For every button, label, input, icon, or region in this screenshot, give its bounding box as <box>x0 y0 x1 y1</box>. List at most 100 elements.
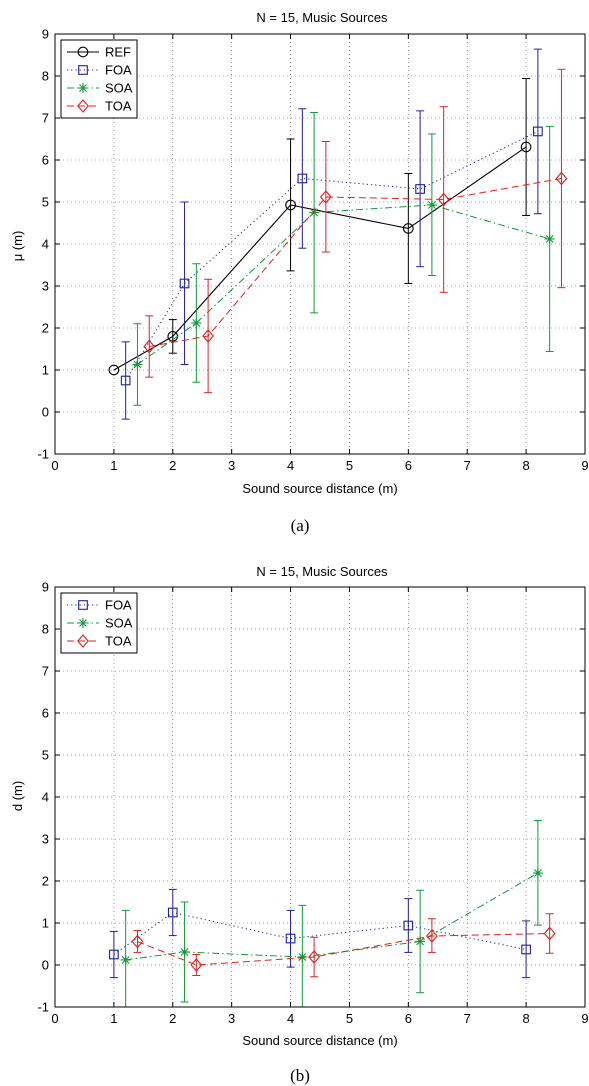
legend-marker <box>77 634 89 648</box>
data-point <box>520 141 532 153</box>
y-tick-label: 7 <box>42 111 49 126</box>
legend-marker <box>78 83 88 93</box>
legend-marker <box>77 46 89 58</box>
x-tick-label: 0 <box>51 458 58 473</box>
x-axis-label: Sound source distance (m) <box>242 1033 397 1048</box>
x-tick-label: 2 <box>169 458 176 473</box>
data-point <box>120 375 131 386</box>
data-point <box>533 126 543 137</box>
data-point <box>131 934 144 949</box>
x-tick-label: 7 <box>464 1011 471 1026</box>
data-point <box>555 171 568 186</box>
y-tick-label: 2 <box>42 874 49 889</box>
y-tick-label: 8 <box>42 622 49 637</box>
chart-title: N = 15, Music Sources <box>256 564 388 579</box>
data-point <box>297 952 308 963</box>
figure-caption: (a) <box>291 516 310 535</box>
x-tick-label: 2 <box>169 1011 176 1026</box>
data-point <box>437 192 450 207</box>
data-point <box>109 949 119 960</box>
y-tick-label: 9 <box>42 27 49 42</box>
data-point <box>532 868 543 879</box>
series-toa <box>131 913 556 978</box>
y-tick-label: 3 <box>42 832 49 847</box>
legend-label: FOA <box>105 63 132 78</box>
y-tick-label: -1 <box>37 447 49 462</box>
data-point <box>179 946 190 957</box>
series-foa <box>120 48 543 420</box>
x-tick-label: 4 <box>287 1011 294 1026</box>
legend: REF FOA SOA TOA <box>60 39 138 119</box>
data-point <box>120 954 131 965</box>
legend-marker <box>78 65 88 75</box>
series-soa <box>132 112 555 406</box>
chart-panel-a: N = 15, Music Sources Sound source dista… <box>10 10 589 535</box>
y-tick-label: 4 <box>42 237 49 252</box>
x-tick-label: 5 <box>346 458 353 473</box>
y-axis-label: μ (m) <box>10 231 25 262</box>
x-tick-label: 3 <box>228 1011 235 1026</box>
y-tick-label: 6 <box>42 706 49 721</box>
figure-caption: (b) <box>290 1066 310 1085</box>
data-point <box>319 190 332 204</box>
data-point <box>403 920 414 931</box>
chart-panel-b: N = 15, Music Sources Sound source dista… <box>10 564 589 1085</box>
x-tick-label: 0 <box>51 1011 58 1026</box>
grid <box>55 34 585 454</box>
data-series <box>108 48 568 420</box>
data-point <box>108 364 120 376</box>
legend-label: FOA <box>105 598 132 613</box>
y-tick-label: 1 <box>42 363 49 378</box>
y-tick-label: 6 <box>42 153 49 168</box>
data-point <box>425 929 438 943</box>
data-point <box>143 339 156 354</box>
legend-label: REF <box>105 45 131 60</box>
data-point <box>190 958 203 972</box>
legend: FOA SOA TOA <box>60 592 138 654</box>
x-tick-label: 4 <box>287 458 294 473</box>
legend-label: SOA <box>105 81 133 96</box>
y-tick-label: 5 <box>42 748 49 763</box>
series-toa <box>143 68 568 394</box>
grid <box>55 587 585 1007</box>
x-tick-label: 9 <box>581 458 588 473</box>
x-tick-label: 9 <box>581 1011 588 1026</box>
y-tick-label: 4 <box>42 790 49 805</box>
x-tick-label: 1 <box>110 458 117 473</box>
y-tick-label: 5 <box>42 195 49 210</box>
x-tick-label: 8 <box>522 1011 529 1026</box>
y-tick-label: 9 <box>42 580 49 595</box>
data-point <box>543 926 556 941</box>
data-point <box>402 223 414 234</box>
x-tick-label: 6 <box>405 1011 412 1026</box>
y-tick-label: 2 <box>42 321 49 336</box>
y-tick-label: -1 <box>37 1000 49 1015</box>
data-point <box>308 950 321 964</box>
data-point <box>167 907 178 918</box>
y-tick-label: 7 <box>42 664 49 679</box>
y-tick-label: 8 <box>42 69 49 84</box>
y-tick-label: 0 <box>42 405 49 420</box>
legend-marker <box>78 600 88 610</box>
x-tick-label: 6 <box>405 458 412 473</box>
chart-title: N = 15, Music Sources <box>256 10 388 25</box>
y-axis-label: d (m) <box>10 781 25 811</box>
y-tick-label: 3 <box>42 279 49 294</box>
data-point <box>297 173 308 184</box>
legend-box <box>60 39 138 119</box>
x-axis-label: Sound source distance (m) <box>242 481 397 496</box>
data-point <box>285 199 296 211</box>
legend-marker <box>77 99 89 113</box>
x-tick-label: 8 <box>522 458 529 473</box>
data-point <box>191 317 202 328</box>
data-point <box>415 936 426 947</box>
data-point <box>521 944 531 955</box>
legend-label: TOA <box>105 99 132 114</box>
x-tick-label: 1 <box>110 1011 117 1026</box>
y-tick-label: 1 <box>42 916 49 931</box>
legend-label: TOA <box>105 634 132 649</box>
data-point <box>415 184 425 194</box>
